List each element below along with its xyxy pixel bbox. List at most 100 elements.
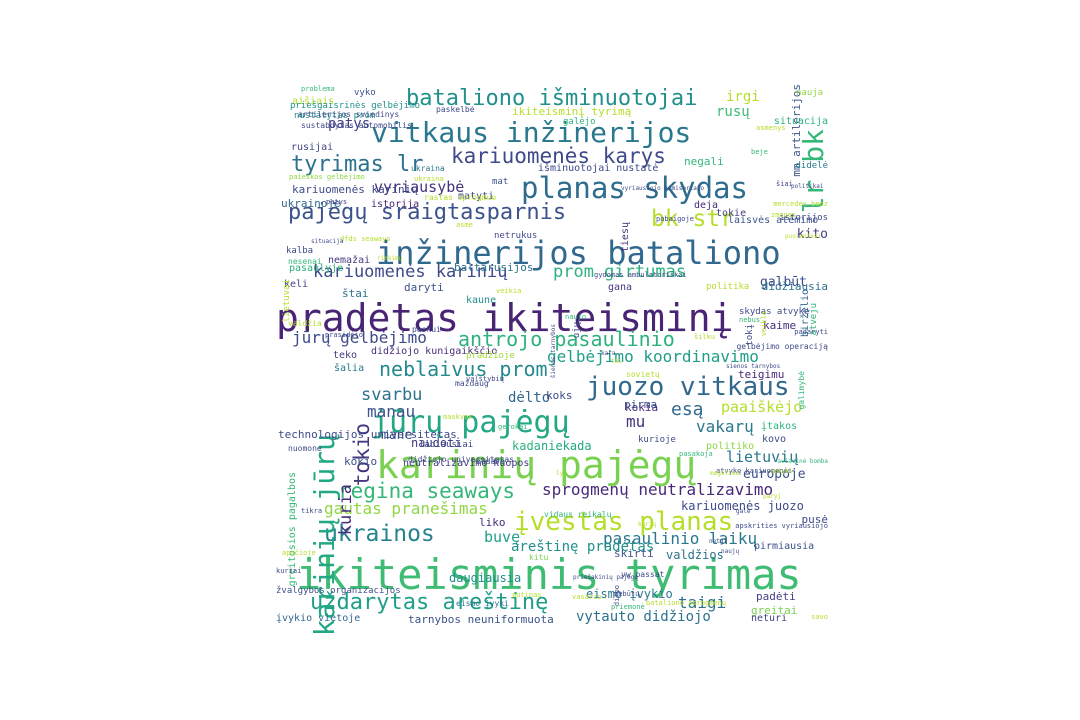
cloud-word: mokykl [771, 468, 793, 475]
cloud-word: eismo įvykio [586, 587, 673, 601]
cloud-word: inžinerijos bataliono [376, 234, 781, 272]
cloud-word: neturi [751, 613, 788, 624]
cloud-word: technologijos universitetas [278, 428, 457, 441]
cloud-word: šilku [694, 333, 716, 341]
cloud-word: politika [706, 282, 750, 292]
cloud-word: keli [284, 279, 309, 290]
cloud-word: valdžia [288, 319, 322, 328]
cloud-word: galimybė [797, 371, 806, 410]
cloud-word: nemažai [328, 255, 371, 266]
cloud-word: apačioje [282, 549, 316, 557]
cloud-word: gautas pranešimas [324, 499, 488, 518]
cloud-word: rusijai [291, 142, 334, 153]
cloud-word: ukraina [414, 175, 444, 183]
cloud-word: naujo [565, 313, 587, 321]
cloud-word: nauja [796, 88, 824, 98]
cloud-word: didžiojo universitetas [408, 455, 514, 464]
cloud-word: kariuomenės karinių [313, 262, 508, 282]
cloud-word: kurių [638, 521, 657, 528]
cloud-word: gelbėjimo koordinavimo [547, 347, 759, 366]
cloud-word: štai [342, 287, 369, 300]
cloud-word: maskvos [443, 413, 473, 421]
cloud-word: gana [608, 282, 633, 293]
cloud-word: istorija [371, 199, 420, 210]
cloud-word: pirmiausia [754, 541, 815, 552]
cloud-word: rastas sprogmuo [424, 193, 497, 202]
cloud-word: pradžioje [466, 351, 515, 361]
cloud-word: aviacinė bomba [777, 458, 828, 465]
cloud-word: paryj [763, 493, 782, 500]
cloud-word: valdžios [666, 548, 724, 562]
cloud-word: dėlto [508, 390, 551, 406]
cloud-word: irgi [726, 89, 760, 105]
cloud-word: antrojo pasaulinio [458, 327, 675, 351]
cloud-word: gerokai [498, 423, 528, 431]
cloud-word: kalba [286, 246, 314, 256]
cloud-word: vw passat [621, 570, 665, 579]
cloud-word: uždarytas areštinę [310, 590, 549, 615]
cloud-word: galėjo [563, 117, 596, 127]
cloud-word: asme [456, 221, 473, 229]
cloud-word: koks [546, 389, 573, 402]
cloud-word: netrukus [494, 231, 538, 241]
cloud-word: puolantėsi [785, 233, 822, 240]
cloud-word: paskui [412, 325, 441, 334]
cloud-word: vytauto didžiojo [576, 609, 711, 625]
cloud-word: tiesų [620, 222, 631, 253]
cloud-word: pasakoja [679, 450, 713, 458]
cloud-word: šiai [776, 180, 793, 188]
cloud-word: paieškos gelbėjimo [289, 173, 365, 181]
cloud-word: svarbu [361, 385, 423, 405]
cloud-word: kurioje [638, 435, 676, 445]
cloud-word: labiausiai [419, 440, 474, 450]
word-cloud: pradėtas ikiteisminį ikiteisminis tyrimas… [276, 84, 828, 636]
cloud-word: pasaulinio laikų [603, 529, 758, 548]
cloud-word: valstybių [466, 375, 504, 383]
cloud-word: jūrų pajėgų [371, 405, 570, 440]
cloud-word: zmones [771, 211, 797, 219]
cloud-word: kuria [336, 484, 356, 536]
cloud-word: dfds seaways [340, 235, 391, 243]
cloud-word: nuomone [288, 444, 322, 453]
cloud-word: prasidėjo [325, 331, 363, 339]
cloud-word: sprogmenų neutralizavimo [542, 480, 774, 499]
cloud-word: sustabdytas automobilis [301, 121, 412, 130]
cloud-word: galbūt [760, 275, 807, 290]
cloud-word: didžiojo kunigaikščio [371, 346, 498, 357]
cloud-word: skirti [614, 547, 654, 560]
cloud-word: laisvės atėmimo [728, 215, 819, 226]
cloud-word: beje [751, 148, 768, 156]
cloud-word: pirma [624, 398, 658, 411]
cloud-word: negali [684, 155, 724, 168]
cloud-word: prom girtumas [553, 262, 687, 282]
cloud-word: buvę [484, 528, 521, 546]
cloud-word: veikia [496, 287, 522, 295]
cloud-word: nustatytas prom [294, 111, 376, 121]
cloud-word: daugiausia [449, 571, 522, 585]
cloud-word: ukrainos [324, 521, 435, 547]
cloud-word: kuriai [276, 567, 302, 575]
cloud-word: šienos tarnybos [550, 324, 557, 379]
cloud-word: megalima [710, 470, 739, 477]
cloud-word: gelbėjimo operaciją [736, 342, 828, 351]
cloud-word: situacija [311, 238, 344, 245]
cloud-word: didžiausia [761, 280, 828, 293]
cloud-word: lietuvių [726, 448, 799, 466]
cloud-word: karinių pajėgų [376, 443, 697, 487]
cloud-word: tikra [301, 507, 323, 515]
cloud-word: europoje [743, 467, 806, 482]
cloud-word: tai [611, 358, 622, 365]
cloud-word: vyriausybė [374, 178, 465, 196]
cloud-word: netgi [709, 538, 728, 545]
cloud-word: vakarų [696, 417, 754, 436]
cloud-word: išminuotojai nustatė [538, 163, 659, 174]
cloud-word: ukrainoje [281, 197, 341, 210]
cloud-word: jūrų gelbėjimo [292, 328, 427, 347]
cloud-word: įvestas planas [514, 507, 734, 537]
cloud-word: teko [333, 350, 358, 361]
cloud-word: nebūtų [614, 590, 640, 598]
cloud-word: matyti [458, 191, 495, 202]
cloud-word: vitkaus inžinerijos [371, 116, 692, 149]
cloud-word: maždaug [455, 379, 489, 388]
cloud-word: padėti [756, 590, 796, 603]
